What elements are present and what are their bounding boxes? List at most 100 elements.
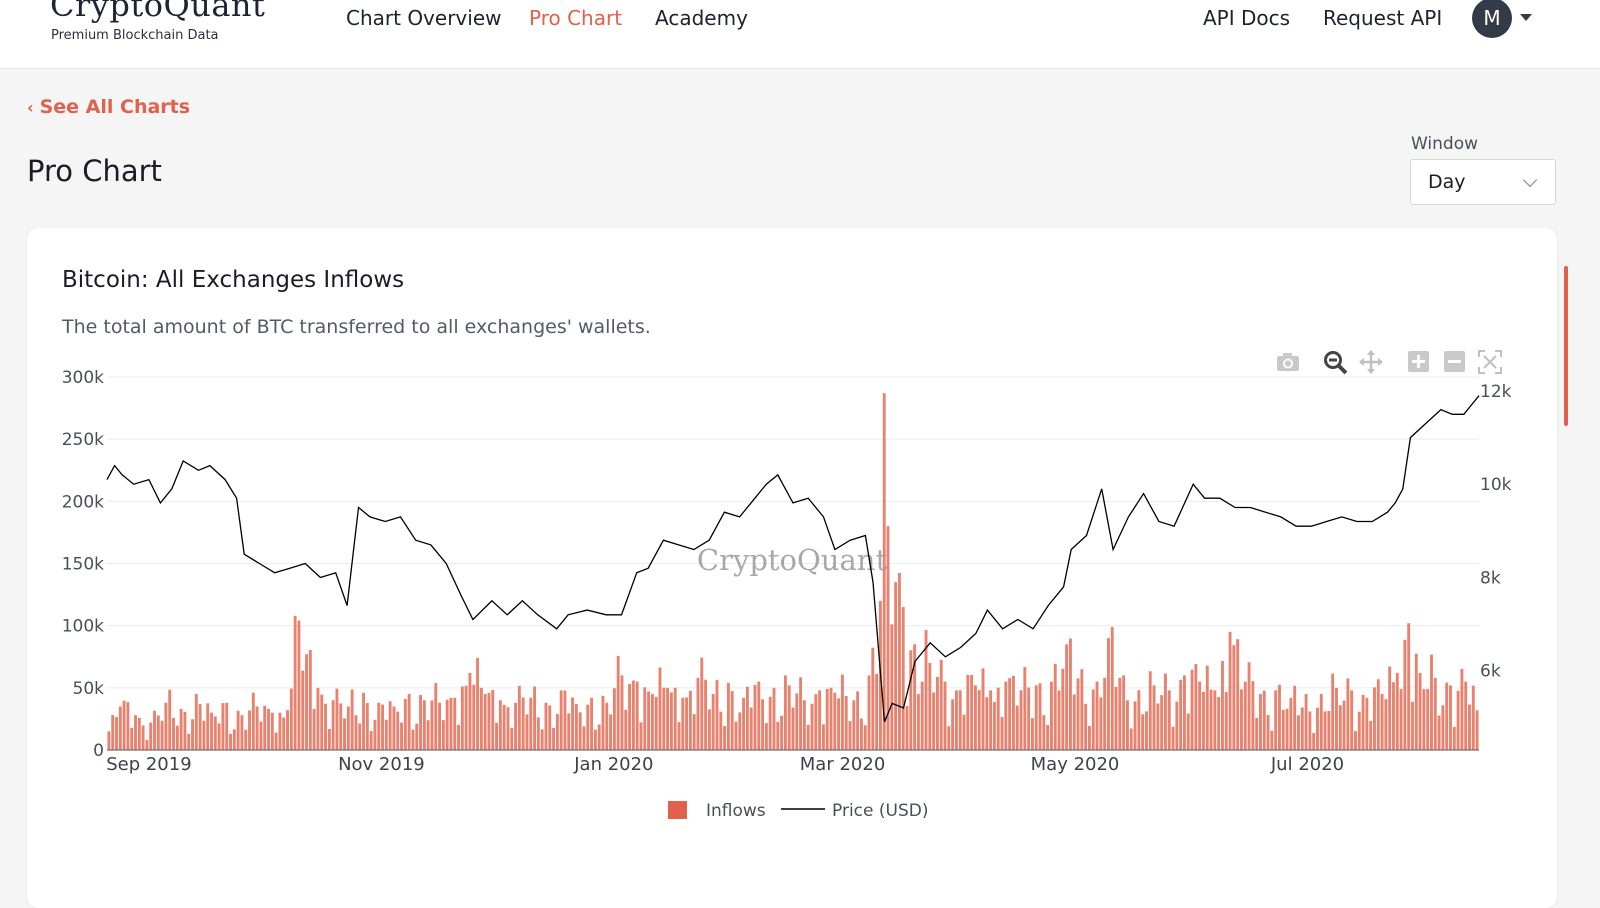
inflow-bar [305,654,308,750]
inflow-bar [168,689,172,750]
inflow-bar [1156,703,1160,750]
inflow-bar [282,717,286,750]
zoom-in-icon[interactable] [1408,351,1429,372]
inflow-bar [1209,689,1213,750]
inflow-bar [1285,708,1289,750]
inflow-bar [259,721,263,750]
inflow-bar [783,675,787,750]
inflow-bar [1224,691,1228,750]
pan-icon[interactable] [1359,350,1383,374]
inflow-bar [954,690,958,750]
inflow-bar [1114,686,1118,750]
inflow-bar [160,720,164,750]
inflow-bar [510,727,514,750]
inflow-bar [312,709,316,750]
inflow-bar [852,700,856,750]
chart-svg[interactable]: CryptoQuant 0 50k 100k 150k 200k 250k 300k 6k 8… [0,0,1600,887]
inflow-bar [536,717,540,750]
inflow-bar [1164,673,1167,750]
inflow-bar [559,690,563,750]
inflow-bar [681,697,685,750]
x-tick-label: Nov 2019 [338,754,425,775]
see-all-charts-link[interactable]: ‹ See All Charts [27,96,190,118]
inflow-bar [533,686,537,750]
inflow-bar [213,716,217,750]
user-avatar[interactable]: M [1472,0,1512,38]
brand-logo[interactable]: CryptoQuant [50,0,266,24]
inflow-bar [1471,685,1475,750]
inflow-bar [134,715,137,750]
inflow-bar [1392,682,1395,750]
inflow-bar [1194,664,1198,750]
inflow-bar [654,696,658,750]
inflow-bar [1259,694,1262,750]
inflow-bar [673,687,677,750]
inflow-bar [1034,685,1038,750]
inflow-bar [1433,677,1437,750]
inflow-bar [392,706,396,750]
nav-chart-overview[interactable]: Chart Overview [346,6,502,30]
inflow-bar [947,726,951,750]
inflow-bar [1327,710,1331,750]
inflow-bar [426,720,430,750]
page-title: Pro Chart [27,154,162,188]
x-tick-label: Sep 2019 [106,754,191,775]
chart-card [27,228,1557,908]
inflow-bar [153,710,156,750]
inflow-bar [973,685,977,750]
window-select[interactable]: Day [1410,159,1556,205]
legend-inflows-swatch[interactable] [668,801,687,819]
inflow-bar [191,719,194,750]
inflow-bar [981,668,985,750]
inflow-bar [814,694,818,750]
inflow-bar [544,702,548,750]
inflow-bar [145,739,149,750]
legend-inflows-label[interactable]: Inflows [706,801,766,821]
inflow-bar [487,692,491,750]
inflow-bar [886,526,890,750]
nav-pro-chart[interactable]: Pro Chart [529,6,623,30]
inflow-bar [1437,715,1441,750]
inflow-bar [738,712,742,750]
inflow-bar [498,700,502,750]
caret-down-icon[interactable] [1520,14,1532,21]
legend-price-label[interactable]: Price (USD) [832,801,928,821]
inflow-bar [118,706,122,750]
inflow-bar [206,703,210,750]
nav-academy[interactable]: Academy [655,6,748,30]
inflow-bar [1342,700,1346,750]
inflow-bar [734,721,738,750]
inflow-bar [1475,710,1479,750]
inflow-bar [1262,690,1266,750]
zoom-out-icon[interactable] [1444,351,1465,372]
scrollbar-thumb[interactable] [1564,266,1568,426]
inflow-bar [1255,717,1259,750]
inflow-bar [324,703,327,750]
inflow-bar [183,711,187,750]
inflow-bar [700,657,704,750]
inflow-bar [164,702,168,750]
nav-request-api[interactable]: Request API [1323,6,1443,30]
inflow-bar [1289,697,1293,750]
inflow-bar [1316,707,1319,750]
inflow-bar [1319,694,1323,750]
inflow-bar [932,692,936,750]
y-right-tick-label: 8k [1480,568,1501,588]
inflow-bar [278,712,282,750]
autoscale-icon[interactable] [1478,350,1502,374]
camera-icon[interactable] [1277,353,1299,371]
zoom-icon[interactable] [1324,351,1348,375]
inflow-bar [229,733,232,750]
inflow-bar [1274,690,1278,750]
inflow-bar [1281,709,1285,750]
inflow-bar [1430,654,1433,750]
inflow-bar [346,706,350,750]
inflow-bar [141,725,145,750]
inflow-bar [1042,715,1046,750]
inflow-bar [396,711,400,750]
inflow-bar [1183,675,1186,750]
chart-gridlines [107,376,1479,689]
inflow-bar [1080,669,1084,750]
inflow-bar [483,694,487,750]
nav-api-docs[interactable]: API Docs [1203,6,1291,30]
